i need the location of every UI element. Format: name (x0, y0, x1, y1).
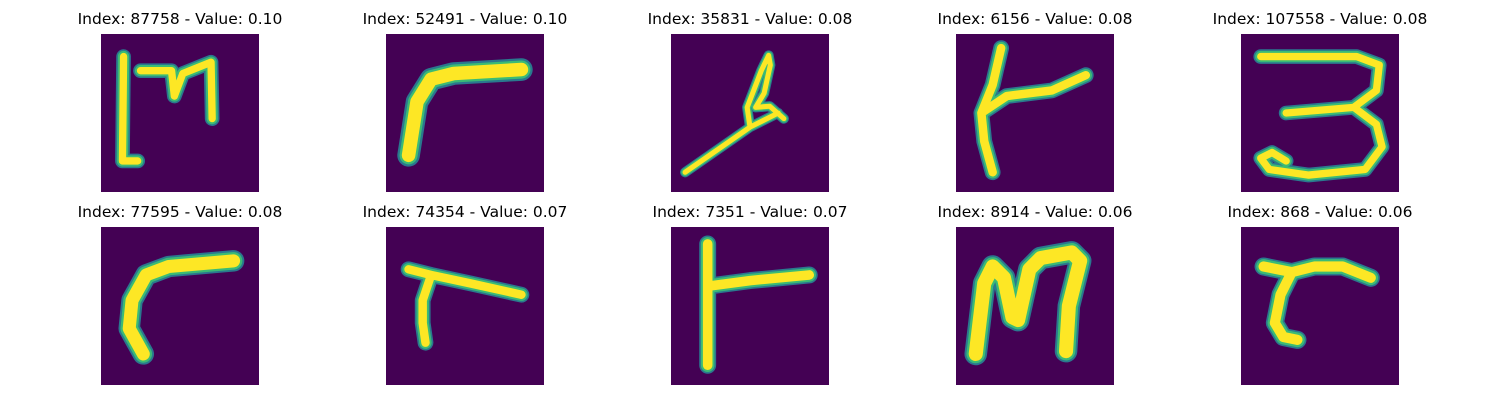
panel-title: Index: 6156 - Value: 0.08 (937, 10, 1133, 28)
panel-2: Index: 52491 - Value: 0.10 (345, 0, 585, 200)
glyph-image (101, 34, 259, 192)
panel-title: Index: 77595 - Value: 0.08 (77, 203, 283, 221)
glyph-image (956, 34, 1114, 192)
panel-9: Index: 8914 - Value: 0.06 (915, 193, 1155, 393)
panel-title: Index: 74354 - Value: 0.07 (362, 203, 568, 221)
panel-5: Index: 107558 - Value: 0.08 (1200, 0, 1440, 200)
panel-6: Index: 77595 - Value: 0.08 (60, 193, 300, 393)
glyph-image (671, 34, 829, 192)
panel-title: Index: 35831 - Value: 0.08 (647, 10, 853, 28)
panel-10: Index: 868 - Value: 0.06 (1200, 193, 1440, 393)
glyph-image (386, 34, 544, 192)
panel-title: Index: 87758 - Value: 0.10 (77, 10, 283, 28)
panel-title: Index: 8914 - Value: 0.06 (937, 203, 1133, 221)
glyph-image (101, 227, 259, 385)
glyph-image (1241, 34, 1399, 192)
panel-title: Index: 52491 - Value: 0.10 (362, 10, 568, 28)
panel-3: Index: 35831 - Value: 0.08 (630, 0, 870, 200)
panel-title: Index: 7351 - Value: 0.07 (652, 203, 848, 221)
panel-8: Index: 7351 - Value: 0.07 (630, 193, 870, 393)
panel-4: Index: 6156 - Value: 0.08 (915, 0, 1155, 200)
glyph-image (386, 227, 544, 385)
panel-title: Index: 868 - Value: 0.06 (1227, 203, 1413, 221)
panel-1: Index: 87758 - Value: 0.10 (60, 0, 300, 200)
panel-title: Index: 107558 - Value: 0.08 (1212, 10, 1428, 28)
panel-7: Index: 74354 - Value: 0.07 (345, 193, 585, 393)
glyph-image (1241, 227, 1399, 385)
glyph-image (671, 227, 829, 385)
glyph-image (956, 227, 1114, 385)
